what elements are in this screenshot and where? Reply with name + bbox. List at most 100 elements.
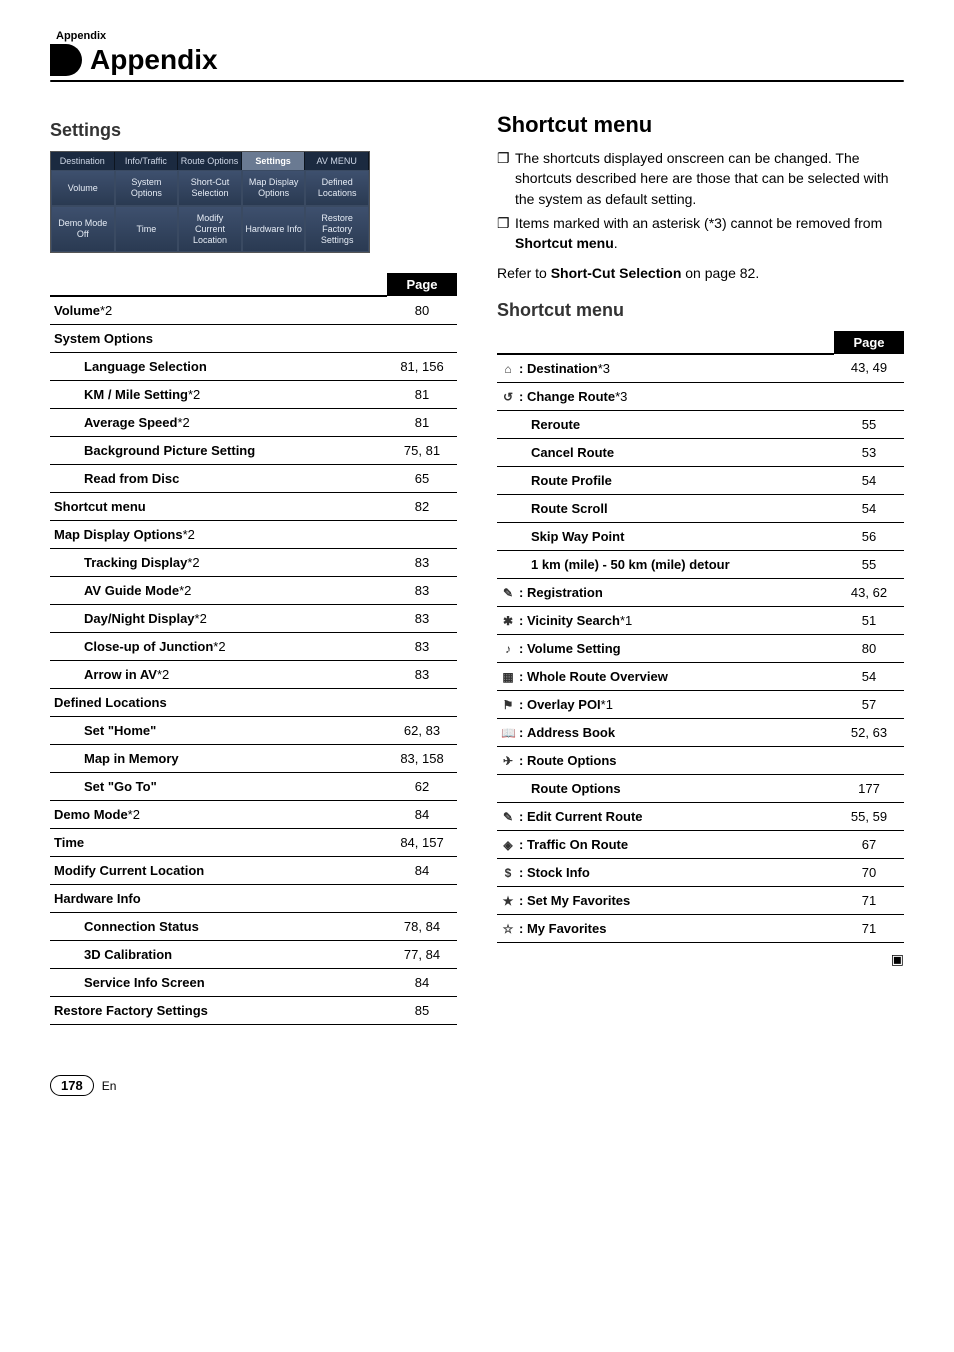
mock-cell: System Options bbox=[115, 170, 179, 206]
table-row: ♪: Volume Setting80 bbox=[497, 634, 904, 662]
row-page: 71 bbox=[834, 886, 904, 914]
row-icon: ✱ bbox=[501, 614, 515, 628]
row-page: 54 bbox=[834, 662, 904, 690]
row-label: System Options bbox=[50, 325, 387, 353]
row-label: Average Speed*2 bbox=[50, 409, 387, 437]
table-row: ✎: Registration43, 62 bbox=[497, 578, 904, 606]
shortcut-subheading: Shortcut menu bbox=[497, 300, 904, 321]
page-title: Appendix bbox=[90, 44, 218, 76]
table-row: Service Info Screen84 bbox=[50, 969, 457, 997]
row-label: Language Selection bbox=[50, 353, 387, 381]
row-page: 54 bbox=[834, 494, 904, 522]
row-label: KM / Mile Setting*2 bbox=[50, 381, 387, 409]
row-page: 54 bbox=[834, 466, 904, 494]
row-page: 81, 156 bbox=[387, 353, 457, 381]
row-label: Demo Mode*2 bbox=[50, 801, 387, 829]
title-bar: Appendix bbox=[50, 44, 904, 76]
row-page: 83 bbox=[387, 577, 457, 605]
row-page: 81 bbox=[387, 381, 457, 409]
mock-cell: Map Display Options bbox=[242, 170, 306, 206]
table-row: System Options bbox=[50, 325, 457, 353]
row-page bbox=[387, 689, 457, 717]
table-row: Reroute55 bbox=[497, 410, 904, 438]
row-page: 51 bbox=[834, 606, 904, 634]
row-icon: ☆ bbox=[501, 922, 515, 936]
end-mark: ▣ bbox=[891, 951, 904, 968]
table-row: Set "Go To"62 bbox=[50, 773, 457, 801]
row-label: Route Options bbox=[497, 774, 834, 802]
row-icon: ★ bbox=[501, 894, 515, 908]
row-label: Arrow in AV*2 bbox=[50, 661, 387, 689]
title-underline bbox=[50, 80, 904, 82]
row-page: 83 bbox=[387, 661, 457, 689]
table-row: ✱: Vicinity Search*151 bbox=[497, 606, 904, 634]
table-row: ▦: Whole Route Overview54 bbox=[497, 662, 904, 690]
table-row: AV Guide Mode*283 bbox=[50, 577, 457, 605]
row-page: 71 bbox=[834, 914, 904, 942]
refer-post: on page 82. bbox=[681, 265, 759, 281]
row-icon: 📖 bbox=[501, 726, 515, 740]
table-row: Background Picture Setting75, 81 bbox=[50, 437, 457, 465]
settings-heading: Settings bbox=[50, 120, 457, 141]
table-row: ★: Set My Favorites71 bbox=[497, 886, 904, 914]
row-page: 67 bbox=[834, 830, 904, 858]
refer-line: Refer to Short-Cut Selection on page 82. bbox=[497, 263, 904, 283]
row-label: ⌂: Destination*3 bbox=[497, 354, 834, 383]
table-row: ⚑: Overlay POI*157 bbox=[497, 690, 904, 718]
table-row: Restore Factory Settings85 bbox=[50, 997, 457, 1025]
settings-screenshot: DestinationInfo/TrafficRoute OptionsSett… bbox=[50, 151, 370, 253]
row-label: Read from Disc bbox=[50, 465, 387, 493]
row-page: 70 bbox=[834, 858, 904, 886]
mock-tab: Settings bbox=[242, 152, 306, 170]
row-page: 57 bbox=[834, 690, 904, 718]
shortcut-table-blank-head bbox=[497, 331, 834, 354]
row-label: $: Stock Info bbox=[497, 858, 834, 886]
row-page bbox=[387, 885, 457, 913]
table-row: Demo Mode*284 bbox=[50, 801, 457, 829]
mock-cell: Volume bbox=[51, 170, 115, 206]
row-page bbox=[834, 746, 904, 774]
row-label: Volume*2 bbox=[50, 296, 387, 325]
row-label: ▦: Whole Route Overview bbox=[497, 662, 834, 690]
row-page: 55 bbox=[834, 550, 904, 578]
row-label: ↺: Change Route*3 bbox=[497, 382, 834, 410]
row-label: Hardware Info bbox=[50, 885, 387, 913]
row-label: ⚑: Overlay POI*1 bbox=[497, 690, 834, 718]
row-label: ✎: Registration bbox=[497, 578, 834, 606]
shortcut-notes: ❐ The shortcuts displayed onscreen can b… bbox=[497, 148, 904, 253]
row-label: 📖: Address Book bbox=[497, 718, 834, 746]
row-label: ★: Set My Favorites bbox=[497, 886, 834, 914]
settings-table: Page Volume*280System OptionsLanguage Se… bbox=[50, 273, 457, 1025]
note-item-2: ❐ Items marked with an asterisk (*3) can… bbox=[497, 213, 904, 254]
row-page: 43, 62 bbox=[834, 578, 904, 606]
row-page: 56 bbox=[834, 522, 904, 550]
mock-cell: Restore Factory Settings bbox=[305, 206, 369, 252]
row-label: Restore Factory Settings bbox=[50, 997, 387, 1025]
row-page: 75, 81 bbox=[387, 437, 457, 465]
row-page: 62 bbox=[387, 773, 457, 801]
row-page: 84, 157 bbox=[387, 829, 457, 857]
row-page: 77, 84 bbox=[387, 941, 457, 969]
row-page: 55, 59 bbox=[834, 802, 904, 830]
table-row: Time84, 157 bbox=[50, 829, 457, 857]
table-row: Arrow in AV*283 bbox=[50, 661, 457, 689]
row-icon: ✎ bbox=[501, 810, 515, 824]
row-icon: ↺ bbox=[501, 390, 515, 404]
table-row: Day/Night Display*283 bbox=[50, 605, 457, 633]
title-bullet bbox=[50, 44, 82, 76]
table-row: Route Options177 bbox=[497, 774, 904, 802]
table-row: Cancel Route53 bbox=[497, 438, 904, 466]
row-page: 53 bbox=[834, 438, 904, 466]
table-row: Route Scroll54 bbox=[497, 494, 904, 522]
row-icon: $ bbox=[501, 866, 515, 880]
shortcut-table: Page ⌂: Destination*343, 49↺: Change Rou… bbox=[497, 331, 904, 943]
mock-cell: Demo Mode Off bbox=[51, 206, 115, 252]
row-label: ✱: Vicinity Search*1 bbox=[497, 606, 834, 634]
table-row: ⌂: Destination*343, 49 bbox=[497, 354, 904, 383]
row-page: 84 bbox=[387, 857, 457, 885]
row-page: 43, 49 bbox=[834, 354, 904, 383]
row-label: Day/Night Display*2 bbox=[50, 605, 387, 633]
table-row: Modify Current Location84 bbox=[50, 857, 457, 885]
row-label: Shortcut menu bbox=[50, 493, 387, 521]
table-row: Skip Way Point56 bbox=[497, 522, 904, 550]
